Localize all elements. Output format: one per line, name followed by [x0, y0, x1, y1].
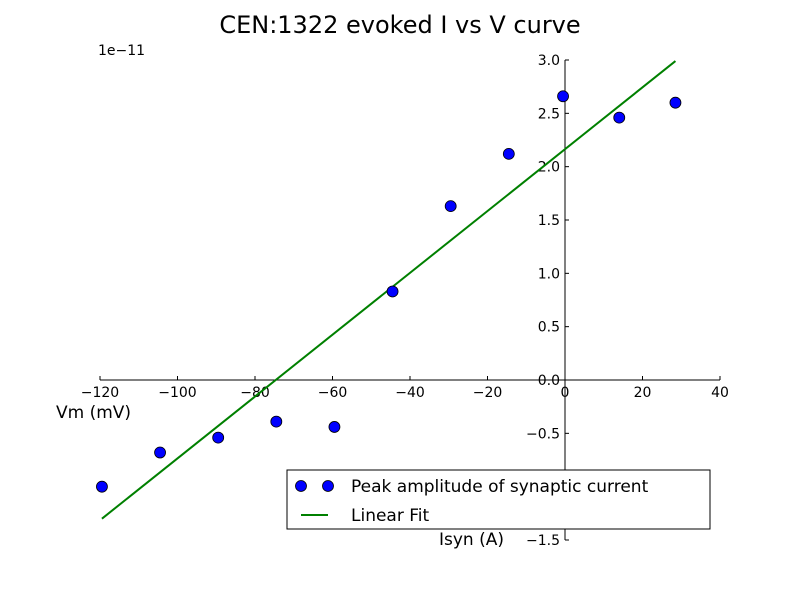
legend-marker: [295, 480, 307, 492]
x-tick-label: −20: [473, 385, 503, 401]
y-axis-label: Isyn (A): [439, 530, 504, 550]
legend: Peak amplitude of synaptic current Linear…: [286, 469, 711, 530]
legend-label-fit: Linear Fit: [351, 506, 430, 526]
x-axis-label: Vm (mV): [56, 403, 131, 423]
data-point: [557, 90, 569, 103]
x-tick-label: −80: [240, 385, 270, 401]
data-point: [270, 415, 283, 428]
y-tick-label: 1.5: [538, 213, 560, 229]
data-point: [613, 111, 626, 124]
y-tick-label: −0.5: [526, 426, 560, 442]
x-tick-label: −100: [158, 385, 196, 401]
data-point: [328, 421, 341, 433]
legend-box: [286, 469, 711, 530]
data-point: [154, 446, 166, 459]
y-tick-label: 0.5: [538, 320, 560, 336]
data-point: [386, 285, 399, 298]
data-point: [212, 431, 225, 444]
x-tick-label: −40: [395, 385, 425, 401]
chart-title: CEN:1322 evoked I vs V curve: [219, 11, 580, 39]
y-axis-offset-label: 1e−11: [98, 43, 145, 59]
x-tick-label: 20: [634, 385, 652, 401]
y-tick-label: −1.5: [526, 533, 560, 549]
data-point: [502, 147, 515, 160]
y-tick-label: 2.5: [538, 106, 560, 122]
legend-label-points: Peak amplitude of synaptic current: [351, 477, 649, 497]
data-point: [444, 200, 457, 213]
y-tick-label: 0.0: [538, 373, 560, 389]
y-tick-label: 1.0: [538, 266, 560, 282]
y-tick-label: 3.0: [538, 53, 560, 69]
y-tick-label: 2.0: [538, 160, 560, 176]
data-point: [96, 480, 108, 493]
data-point: [669, 96, 682, 109]
x-tick-label: 0: [561, 385, 570, 401]
x-tick-label: 40: [711, 385, 729, 401]
data-points-layer: [96, 90, 682, 493]
x-tick-label: −120: [81, 385, 119, 401]
legend-marker: [322, 480, 334, 492]
x-tick-label: −60: [318, 385, 348, 401]
